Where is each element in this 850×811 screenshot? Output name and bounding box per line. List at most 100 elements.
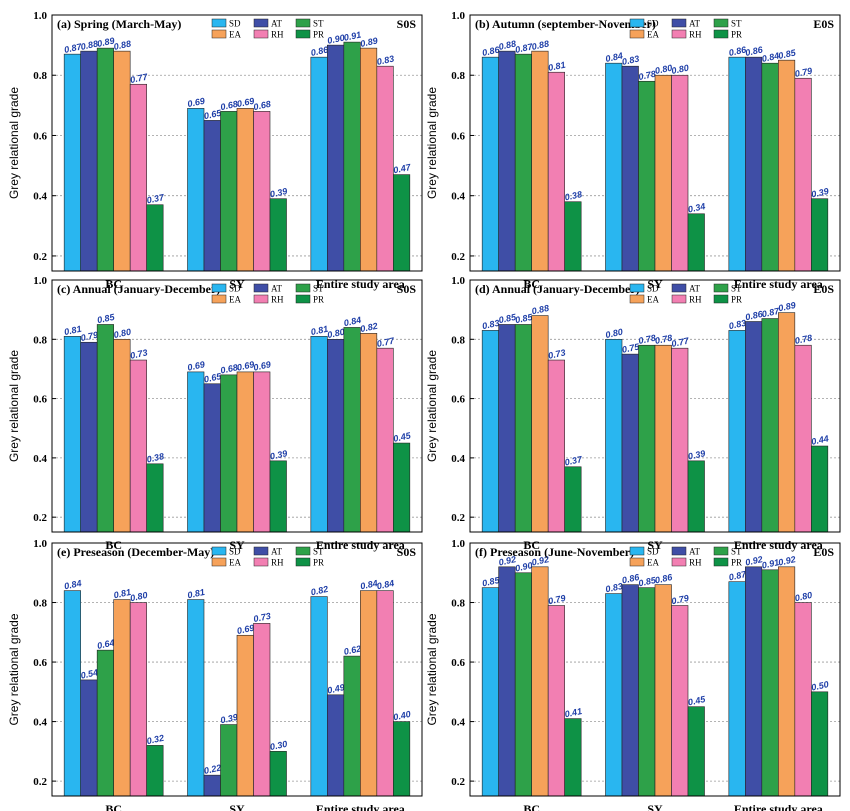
data-label: 0.88 bbox=[80, 38, 99, 51]
legend-label-sd: SD bbox=[229, 19, 241, 29]
data-label: 0.79 bbox=[547, 593, 566, 606]
bar-ea bbox=[236, 108, 254, 272]
panel-title: (a) Spring (March-May) bbox=[57, 17, 181, 31]
legend-swatch-sd bbox=[629, 546, 645, 556]
bar-st bbox=[761, 569, 779, 797]
y-tick-label: 1.0 bbox=[33, 10, 47, 22]
bar-ea bbox=[113, 338, 131, 533]
legend-label-at: AT bbox=[689, 284, 701, 294]
legend-label-pr: PR bbox=[731, 558, 742, 568]
data-label: 0.87 bbox=[761, 306, 781, 320]
bar-at bbox=[327, 44, 345, 272]
panel-title: (c) Annual (January-December) bbox=[57, 282, 220, 296]
bar-at bbox=[327, 338, 345, 533]
chart-panel-d: 0.2 0.4 0.6 0.8 1.0 Grey relational grade 0.83… bbox=[425, 275, 841, 552]
data-label: 0.81 bbox=[63, 324, 82, 337]
bar-ea bbox=[531, 566, 549, 797]
bar-sd bbox=[63, 53, 81, 272]
legend-swatch-pr bbox=[713, 557, 729, 567]
data-label: 0.92 bbox=[777, 554, 796, 567]
chart-panel-e: 0.2 0.4 0.6 0.8 1.0 Grey relational grade 0.84… bbox=[7, 538, 423, 811]
legend-swatch-pr bbox=[713, 29, 729, 39]
y-tick-label: 0.6 bbox=[451, 657, 465, 669]
bar-rh bbox=[671, 605, 689, 797]
data-label: 0.79 bbox=[794, 66, 813, 79]
panel-title: (b) Autumn (september-November) bbox=[475, 17, 656, 31]
y-tick-label: 0.2 bbox=[33, 251, 47, 263]
data-label: 0.83 bbox=[605, 581, 624, 594]
legend-label-ea: EA bbox=[647, 30, 659, 40]
legend-label-ea: EA bbox=[647, 558, 659, 568]
bar-sd bbox=[310, 596, 328, 797]
data-label: 0.91 bbox=[761, 557, 780, 570]
legend-label-st: ST bbox=[731, 547, 742, 557]
legend-label-st: ST bbox=[313, 547, 324, 557]
legend-swatch-ea bbox=[211, 557, 227, 567]
data-label: 0.86 bbox=[728, 44, 748, 58]
plot-frame bbox=[51, 14, 423, 272]
bar-ea bbox=[654, 344, 672, 533]
data-label: 0.62 bbox=[343, 643, 362, 656]
data-label: 0.87 bbox=[63, 41, 83, 55]
bar-sd bbox=[481, 587, 499, 797]
bar-rh bbox=[671, 347, 689, 533]
data-label: 0.83 bbox=[728, 318, 747, 331]
legend-swatch-ea bbox=[211, 29, 227, 39]
legend-label-sd: SD bbox=[647, 284, 659, 294]
data-label: 0.92 bbox=[531, 554, 550, 567]
bar-st bbox=[220, 724, 238, 797]
category-label: BC bbox=[105, 538, 122, 552]
bar-rh bbox=[376, 347, 394, 533]
bar-at bbox=[745, 566, 763, 797]
category-label: Entire study area bbox=[316, 538, 405, 552]
bar-rh bbox=[794, 344, 812, 533]
bar-st bbox=[638, 587, 656, 797]
data-label: 0.45 bbox=[392, 430, 412, 444]
category-label: BC bbox=[523, 802, 540, 811]
bar-pr bbox=[687, 213, 705, 272]
bar-at bbox=[498, 566, 516, 797]
bar-sd bbox=[728, 581, 746, 797]
data-label: 0.80 bbox=[605, 327, 624, 340]
legend-label-st: ST bbox=[731, 284, 742, 294]
bar-rh bbox=[794, 602, 812, 797]
y-tick-label: 0.8 bbox=[33, 334, 47, 346]
data-label: 0.39 bbox=[220, 712, 239, 725]
data-label: 0.90 bbox=[514, 560, 533, 573]
data-label: 0.77 bbox=[129, 71, 149, 85]
bar-pr bbox=[393, 442, 411, 533]
category-label: Entire study area bbox=[734, 538, 823, 552]
y-tick-label: 0.6 bbox=[33, 394, 47, 406]
bar-at bbox=[621, 584, 639, 797]
data-label: 0.85 bbox=[514, 312, 534, 326]
y-tick-label: 0.4 bbox=[451, 453, 465, 465]
bar-sd bbox=[187, 599, 205, 797]
legend-label-rh: RH bbox=[271, 30, 284, 40]
panel-title: (e) Preseason (December-May) bbox=[57, 545, 214, 559]
category-label: SY bbox=[229, 802, 245, 811]
bar-pr bbox=[564, 201, 582, 272]
data-label: 0.69 bbox=[253, 359, 272, 372]
legend-label-pr: PR bbox=[731, 295, 742, 305]
legend-label-pr: PR bbox=[731, 30, 742, 40]
data-label: 0.85 bbox=[96, 312, 116, 326]
data-label: 0.84 bbox=[761, 51, 780, 64]
bar-pr bbox=[687, 460, 705, 533]
data-label: 0.88 bbox=[531, 303, 550, 316]
bar-ea bbox=[360, 333, 378, 533]
data-label: 0.84 bbox=[359, 578, 378, 591]
legend-swatch-sd bbox=[629, 283, 645, 293]
data-label: 0.77 bbox=[376, 335, 396, 349]
category-label: SY bbox=[229, 538, 245, 552]
bar-pr bbox=[393, 174, 411, 272]
data-label: 0.80 bbox=[794, 590, 813, 603]
data-label: 0.77 bbox=[671, 335, 691, 349]
data-label: 0.86 bbox=[744, 309, 764, 323]
bar-st bbox=[96, 324, 114, 533]
y-tick-label: 1.0 bbox=[451, 10, 465, 22]
y-tick-label: 0.8 bbox=[33, 70, 47, 82]
bar-pr bbox=[687, 706, 705, 797]
bar-ea bbox=[778, 566, 796, 797]
bar-rh bbox=[253, 371, 271, 533]
